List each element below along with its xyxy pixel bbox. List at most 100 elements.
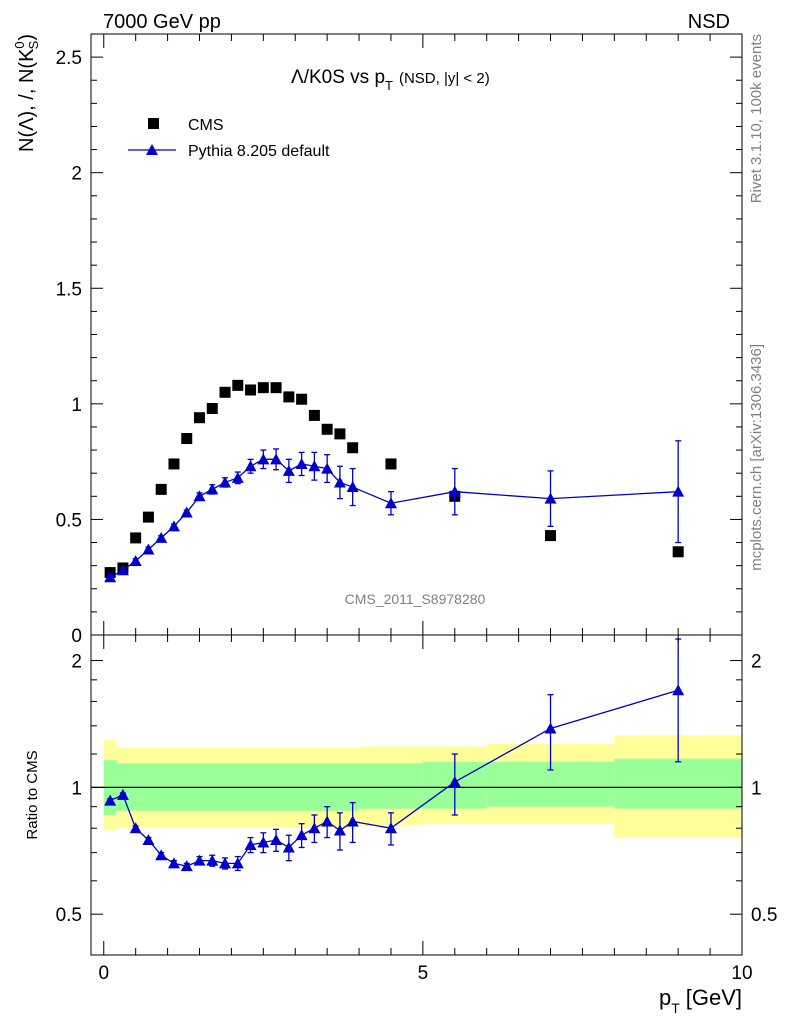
mcplots-text: mcplots.cern.ch [arXiv:1306.3436] — [748, 344, 765, 571]
cms-point — [206, 402, 218, 414]
ratio-point — [206, 854, 219, 866]
legend-cms-label: CMS — [188, 117, 224, 134]
ratio-point — [321, 815, 334, 827]
main-ytick-label: 0 — [71, 626, 82, 647]
pythia-point — [129, 555, 142, 567]
ratio-point — [308, 822, 321, 834]
ratio-band-inner — [614, 758, 742, 809]
main-ylabel-sup: 0 — [12, 41, 27, 48]
header-right: NSD — [688, 11, 730, 33]
ratio-point — [167, 857, 180, 869]
ratio-point — [544, 722, 557, 734]
cms-point — [245, 384, 257, 396]
ratio-ytick-label-right: 2 — [751, 652, 762, 673]
ratio-point — [116, 788, 129, 800]
ratio-ylabel: Ratio to CMS — [24, 750, 41, 839]
main-ylabel-sub: S — [26, 40, 41, 49]
main-ytick-label: 2.5 — [56, 48, 82, 69]
ratio-point — [104, 794, 117, 806]
pythia-point — [180, 506, 193, 518]
cms-point — [296, 393, 308, 405]
cms-point — [347, 442, 359, 454]
cms-point — [672, 546, 684, 558]
rivet-version-text: Rivet 3.1.10, 100k events — [748, 34, 765, 203]
ratio-ytick-label-left: 2 — [71, 652, 82, 673]
main-title-tail: (NSD, |y| < 2) — [399, 70, 490, 87]
ratio-point — [282, 841, 295, 853]
ratio-point — [142, 834, 155, 846]
cms-point — [232, 379, 244, 391]
cms-point — [308, 409, 320, 421]
pythia-point — [270, 453, 283, 465]
cms-point — [321, 423, 333, 435]
main-ytick-label: 2 — [71, 164, 82, 185]
cms-point — [385, 458, 397, 470]
pythia-point — [104, 571, 117, 583]
legend-pythia-marker — [146, 144, 158, 155]
ratio-point — [270, 834, 283, 846]
main-ytick-label: 1 — [71, 395, 82, 416]
ratio-point — [448, 775, 461, 787]
main-ylabel-suffix: ) — [16, 34, 38, 41]
ratio-xtick-label: 0 — [98, 963, 109, 984]
ratio-point — [672, 684, 685, 696]
ratio-xtick-label: 10 — [731, 963, 752, 984]
ratio-frame — [90, 634, 743, 956]
ratio-ytick-label-right: 1 — [751, 778, 762, 799]
pythia-point — [448, 485, 461, 497]
pythia-point — [231, 471, 244, 483]
pythia-point — [193, 490, 206, 502]
ratio-point — [384, 822, 397, 834]
ratio-point — [257, 836, 270, 848]
cms-point — [194, 412, 205, 424]
pythia-point — [206, 483, 219, 495]
ratio-point — [295, 829, 308, 841]
pythia-point — [295, 457, 308, 469]
cms-point — [334, 428, 346, 440]
legend-pythia-label: Pythia 8.205 default — [188, 143, 330, 160]
ratio-point — [155, 849, 168, 861]
ratio-point — [219, 857, 232, 869]
pythia-point — [672, 485, 685, 497]
ratio-panel: 0.5 0.5 1 1 2 2 0 5 10 Ratio to CMS pT [GeV] — [24, 634, 777, 1016]
ratio-ytick-label-left: 1 — [71, 778, 82, 799]
pythia-point — [333, 476, 346, 488]
cms-point — [181, 433, 193, 445]
ratio-ytick-label-right: 0.5 — [751, 905, 777, 926]
main-ytick-label: 1.5 — [56, 279, 82, 300]
ratio-xlabel-main: p — [659, 985, 671, 1010]
cms-point — [168, 458, 180, 470]
pythia-point — [116, 564, 129, 576]
pythia-point — [346, 481, 359, 493]
header-left: 7000 GeV pp — [103, 11, 221, 33]
cms-point — [257, 382, 269, 394]
ratio-band-inner — [359, 763, 423, 809]
ratio-point — [244, 838, 257, 850]
ratio-point — [129, 822, 142, 834]
main-ylabel: N(Λ), /, N(K0S) — [12, 34, 41, 152]
pythia-point — [257, 453, 270, 465]
main-title: Λ/K0S vs pT (NSD, |y| < 2) — [291, 67, 490, 93]
ratio-xtick-label: 5 — [418, 963, 429, 984]
pythia-point — [167, 520, 180, 532]
pythia-line — [109, 458, 679, 578]
main-ytick-label: 0.5 — [56, 510, 82, 531]
ratio-ytick-label-left: 0.5 — [56, 905, 82, 926]
cms-point — [142, 511, 154, 523]
cms-point — [130, 532, 142, 544]
ratio-xlabel-sub: T — [671, 1000, 680, 1016]
main-panel: 0 0.5 1 1.5 2 2.5 Λ/K0S vs pT (NSD, |y| < 2) C… — [12, 33, 743, 647]
main-ylabel-prefix: N(Λ), /, N(K — [16, 48, 38, 152]
ratio-point — [193, 854, 206, 866]
pythia-point — [219, 476, 232, 488]
main-title-main: Λ/K0S vs p — [291, 67, 385, 88]
ratio-point — [180, 860, 193, 872]
pythia-point — [155, 531, 168, 543]
watermark: CMS_2011_S8978280 — [345, 591, 486, 607]
pythia-point — [142, 543, 155, 555]
ratio-point — [231, 857, 244, 869]
legend: CMS Pythia 8.205 default — [128, 117, 330, 160]
cms-point — [283, 391, 295, 403]
cms-point — [270, 382, 282, 394]
ratio-point — [346, 815, 359, 827]
